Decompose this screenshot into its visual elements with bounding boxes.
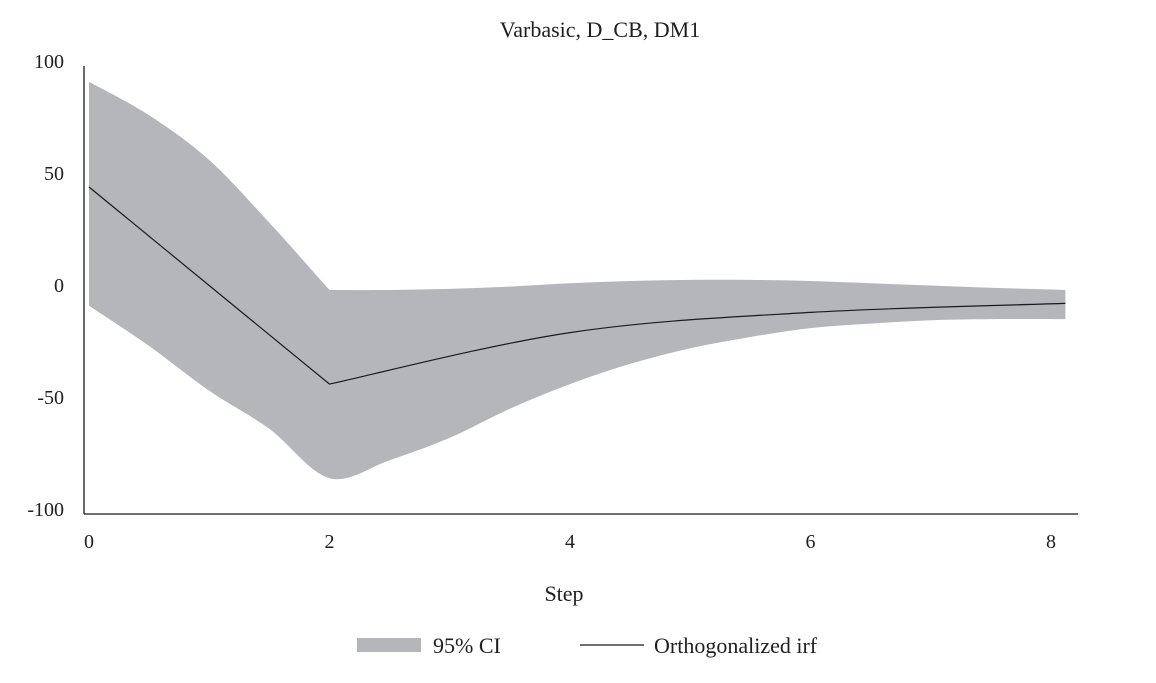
- plot-area: [88, 81, 1066, 480]
- chart-title: Varbasic, D_CB, DM1: [500, 17, 700, 42]
- x-tick-label: 2: [325, 531, 335, 553]
- x-tick-label: 0: [84, 531, 94, 553]
- legend-ci-swatch: [357, 638, 421, 652]
- irf-line: [88, 186, 1066, 385]
- y-tick-label: 50: [44, 163, 64, 185]
- y-tick-label: -100: [27, 499, 64, 521]
- y-tick-label: 0: [54, 275, 64, 297]
- y-tick-label: 100: [34, 51, 64, 73]
- x-tick-label: 6: [806, 531, 816, 553]
- x-axis: 0 2 4 6 8: [84, 531, 1056, 553]
- ci-band: [89, 81, 1066, 480]
- legend: 95% CI Orthogonalized irf: [357, 633, 818, 658]
- legend-irf-label: Orthogonalized irf: [654, 633, 818, 658]
- y-tick-label: -50: [37, 387, 64, 409]
- legend-ci-label: 95% CI: [433, 633, 501, 658]
- x-axis-label: Step: [544, 581, 583, 606]
- x-tick-label: 4: [565, 531, 575, 553]
- y-axis: 100 50 0 -50 -100: [27, 51, 64, 521]
- x-tick-label: 8: [1046, 531, 1056, 553]
